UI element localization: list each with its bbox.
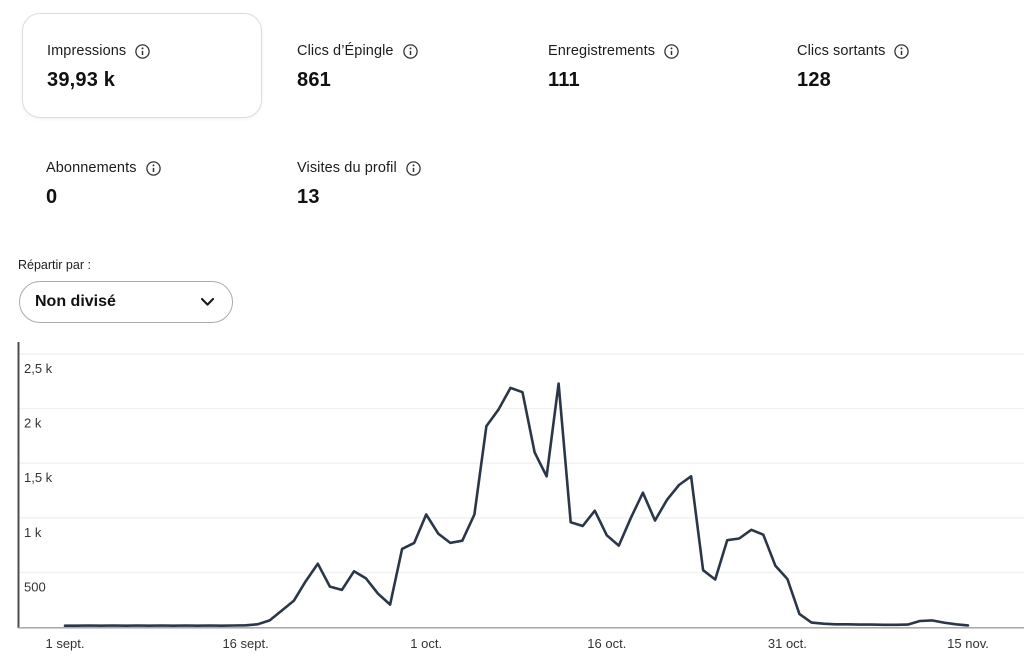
- y-axis-tick-label: 1 k: [24, 525, 42, 540]
- metric-value: 13: [297, 186, 320, 208]
- y-axis-tick-label: 500: [24, 579, 46, 594]
- metric-impressions[interactable]: Impressions 39,93 k: [47, 43, 151, 92]
- metric-outbound-clicks[interactable]: Clics sortants 128: [797, 43, 910, 92]
- x-axis-tick-label: 16 sept.: [222, 636, 268, 651]
- metric-label: Visites du profil: [297, 160, 397, 176]
- metric-label: Enregistrements: [548, 43, 656, 59]
- y-axis-tick-label: 2 k: [24, 416, 42, 431]
- split-by-selected-value: Non divisé: [35, 293, 116, 310]
- y-axis-tick-label: 1,5 k: [24, 470, 53, 485]
- metric-value: 39,93 k: [47, 69, 116, 91]
- split-by-label: Répartir par :: [18, 258, 91, 272]
- metric-value: 861: [297, 69, 331, 91]
- split-by-dropdown[interactable]: Non divisé: [19, 281, 233, 323]
- metric-label: Abonnements: [46, 160, 137, 176]
- metric-saves[interactable]: Enregistrements 111: [548, 43, 679, 92]
- x-axis-tick-label: 31 oct.: [768, 636, 807, 651]
- metric-profile-visits[interactable]: Visites du profil 13: [297, 160, 421, 209]
- info-icon[interactable]: [664, 43, 679, 59]
- x-axis-tick-label: 1 oct.: [410, 636, 442, 651]
- metric-pin-clicks[interactable]: Clics d’Épingle 861: [297, 43, 418, 92]
- info-icon[interactable]: [894, 43, 910, 59]
- x-axis-tick-label: 1 sept.: [45, 636, 84, 651]
- selected-metric-card[interactable]: [22, 13, 262, 118]
- metric-follows[interactable]: Abonnements 0: [46, 160, 161, 209]
- metric-label: Clics sortants: [797, 43, 886, 59]
- info-icon[interactable]: [145, 160, 161, 176]
- impressions-series-line: [63, 382, 970, 628]
- y-axis-tick-label: 2,5 k: [24, 361, 53, 376]
- x-axis-tick-label: 15 nov.: [947, 636, 989, 651]
- x-axis-tick-label: 16 oct.: [587, 636, 626, 651]
- metric-label: Impressions: [47, 43, 127, 59]
- metric-value: 128: [797, 69, 831, 91]
- info-icon[interactable]: [406, 160, 421, 176]
- impressions-line-chart[interactable]: 2,5 k 2 k 1,5 k 1 k 500 1 sept. 16 sept. 1 oct.…: [0, 340, 1024, 658]
- chevron-down-icon: [200, 295, 215, 310]
- info-icon[interactable]: [402, 43, 418, 59]
- metric-label: Clics d’Épingle: [297, 43, 394, 59]
- info-icon[interactable]: [135, 43, 151, 59]
- metric-value: 111: [548, 69, 580, 91]
- metric-value: 0: [46, 186, 58, 208]
